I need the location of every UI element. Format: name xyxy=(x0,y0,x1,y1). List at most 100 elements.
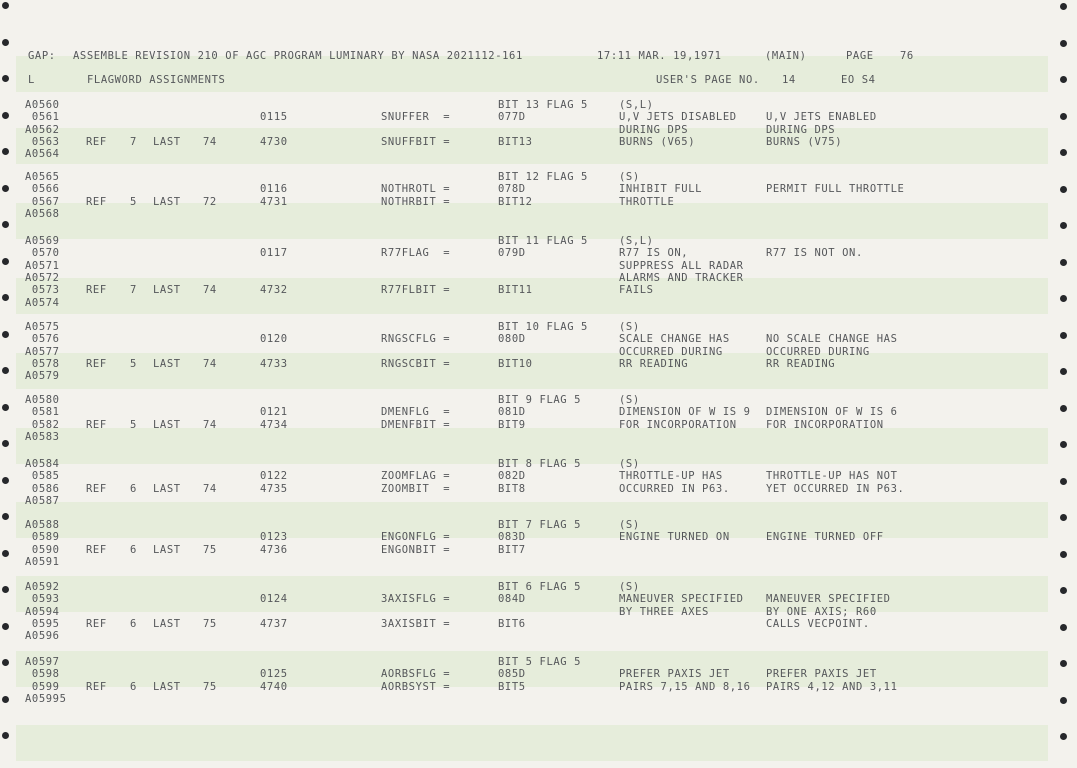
ref-count: 5 xyxy=(130,195,137,208)
green-bar-band xyxy=(16,725,1048,761)
green-bar-band xyxy=(16,128,1048,164)
symbol-equate: RNGSCFLG = xyxy=(381,333,451,346)
address: 4736 xyxy=(260,543,288,556)
sequence-number: A0579 xyxy=(25,370,60,383)
feed-hole xyxy=(1060,331,1067,339)
feed-hole xyxy=(2,440,9,447)
reset-description: ENGINE TURNED OFF xyxy=(766,531,884,544)
sequence-number: 0589 xyxy=(25,531,60,544)
feed-hole xyxy=(2,294,9,301)
feed-hole xyxy=(1060,185,1067,193)
sequence-number: A0580 xyxy=(25,394,60,406)
sequence-number: 0561 xyxy=(25,111,60,124)
reset-description: RR READING xyxy=(766,357,836,370)
address: 0123 xyxy=(260,531,288,544)
sequence-number: A0594 xyxy=(25,605,60,618)
address: 4733 xyxy=(260,357,288,370)
bit-flag: BIT 6 FLAG 5 xyxy=(498,581,582,593)
address: 0121 xyxy=(260,406,288,419)
address: 0122 xyxy=(260,470,288,483)
feed-hole xyxy=(2,330,9,338)
gap-label: GAP: xyxy=(28,50,56,62)
symbol-equate: SNUFFER = xyxy=(381,111,451,124)
address: 0120 xyxy=(260,333,288,346)
symbol-equate: ENGONBIT = xyxy=(381,543,451,556)
set-clear-tag: (S) xyxy=(619,321,640,333)
feed-hole xyxy=(2,513,9,520)
green-bar-band xyxy=(16,353,1048,389)
feed-hole xyxy=(1060,3,1067,10)
feed-hole xyxy=(1060,660,1067,667)
sequence-number: A0560 xyxy=(25,99,60,111)
bit-flag: BIT 12 FLAG 5 xyxy=(498,171,588,183)
users-page-label: USER'S PAGE NO. xyxy=(656,74,760,86)
set-clear-tag: (S) xyxy=(619,394,640,406)
feed-hole xyxy=(1060,112,1067,120)
set-clear-tag: (S,L) xyxy=(619,99,654,111)
sequence-number: A05995 xyxy=(25,692,67,705)
set-description: PAIRS 7,15 AND 8,16 xyxy=(619,680,751,693)
sequence-number: 0590 xyxy=(25,543,60,556)
feed-hole xyxy=(2,403,9,411)
ref-label: REF xyxy=(86,680,107,693)
feed-hole xyxy=(1060,76,1067,83)
sequence-number: 0567 xyxy=(25,195,60,208)
address: 4730 xyxy=(260,135,288,148)
feed-hole xyxy=(2,148,9,155)
sequence-number: 0585 xyxy=(25,470,60,483)
green-bar-band xyxy=(16,278,1048,314)
reset-description: BURNS (V75) xyxy=(766,135,843,148)
feed-hole xyxy=(1060,39,1067,47)
ref-label: REF xyxy=(86,135,107,148)
sequence-number: A0565 xyxy=(25,171,60,183)
reset-description: THROTTLE-UP HAS NOT xyxy=(766,470,898,483)
last-label: LAST xyxy=(153,617,181,630)
green-bar-band xyxy=(16,428,1048,464)
set-clear-tag: (S) xyxy=(619,458,640,470)
symbol-equate: RNGSCBIT = xyxy=(381,357,451,370)
page-number: 76 xyxy=(900,50,914,62)
feed-hole xyxy=(1060,295,1067,302)
set-description: BURNS (V65) xyxy=(619,135,696,148)
green-bar-band xyxy=(16,651,1048,687)
bit-name: BIT9 xyxy=(498,418,526,431)
ref-label: REF xyxy=(86,284,107,297)
address: 4735 xyxy=(260,482,288,495)
sequence-number: A0572 xyxy=(25,271,60,284)
last-page: 75 xyxy=(203,680,217,693)
feed-hole xyxy=(2,38,9,46)
reset-description: MANEUVER SPECIFIED xyxy=(766,593,891,606)
sequence-number: A0583 xyxy=(25,430,60,443)
sequence-number: 0595 xyxy=(25,617,60,630)
sequence-number: 0570 xyxy=(25,247,60,260)
sequence-number: 0576 xyxy=(25,333,60,346)
symbol-equate: DMENFBIT = xyxy=(381,418,451,431)
flag-code: 082D xyxy=(498,470,526,483)
set-description: OCCURRED IN P63. xyxy=(619,482,730,495)
feed-hole xyxy=(2,586,9,593)
address: 0124 xyxy=(260,593,288,606)
sequence-number: A0577 xyxy=(25,345,60,358)
ref-count: 6 xyxy=(130,617,137,630)
sequence-number: A0584 xyxy=(25,458,60,470)
green-bar-band xyxy=(16,56,1048,92)
symbol-equate: NOTHROTL = xyxy=(381,183,451,196)
sequence-number: A0564 xyxy=(25,148,60,161)
symbol-equate: R77FLAG = xyxy=(381,247,451,260)
reset-description: U,V JETS ENABLED xyxy=(766,111,877,124)
feed-hole xyxy=(1060,477,1067,485)
set-description: DURING DPS xyxy=(619,123,689,136)
bit-flag: BIT 9 FLAG 5 xyxy=(498,394,582,406)
sequence-number: A0562 xyxy=(25,123,60,136)
sequence-number: 0598 xyxy=(25,668,60,681)
sequence-number: 0593 xyxy=(25,593,60,606)
feed-hole xyxy=(1060,258,1067,266)
bit-name: BIT7 xyxy=(498,543,526,556)
sequence-number: A0588 xyxy=(25,519,60,531)
green-bar-band xyxy=(16,502,1048,538)
feed-hole xyxy=(1060,514,1067,521)
ref-count: 6 xyxy=(130,543,137,556)
feed-hole xyxy=(1060,441,1067,448)
last-label: LAST xyxy=(153,482,181,495)
symbol-equate: DMENFLG = xyxy=(381,406,451,419)
